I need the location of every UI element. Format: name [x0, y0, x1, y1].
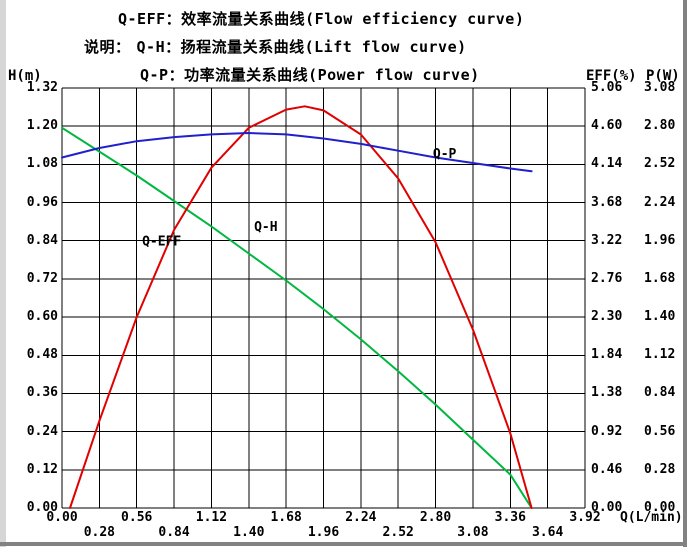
y-axis-title-p: P(W) [646, 68, 680, 84]
curve-label-q-eff: Q-EFF [142, 235, 181, 250]
y-axis-title-eff: EFF(%) [586, 68, 637, 84]
curve-q-eff [69, 105, 533, 509]
window-edge-right [683, 0, 687, 547]
x-axis-title: Q(L/min) [620, 510, 683, 525]
window-edge-bottom [0, 542, 687, 546]
legend-line-qh-text: Q-H：扬程流量关系曲线(Lift flow curve) [136, 38, 467, 56]
y-axis-title-h: H(m) [8, 68, 42, 84]
legend-line-qp: Q-P：功率流量关系曲线(Power flow curve) [140, 66, 480, 84]
legend-line-qh: 说明： Q-H：扬程流量关系曲线(Lift flow curve) [84, 36, 467, 57]
curve-label-q-p: Q-P [433, 147, 457, 162]
curve-q-h [61, 126, 533, 509]
legend-line-qeff: Q-EFF：效率流量关系曲线(Flow efficiency curve) [118, 10, 525, 28]
curve-label-q-h: Q-H [254, 220, 277, 235]
window-edge-left [0, 0, 6, 547]
legend-prefix: 说明： [84, 38, 131, 56]
curve-q-p [61, 132, 533, 173]
